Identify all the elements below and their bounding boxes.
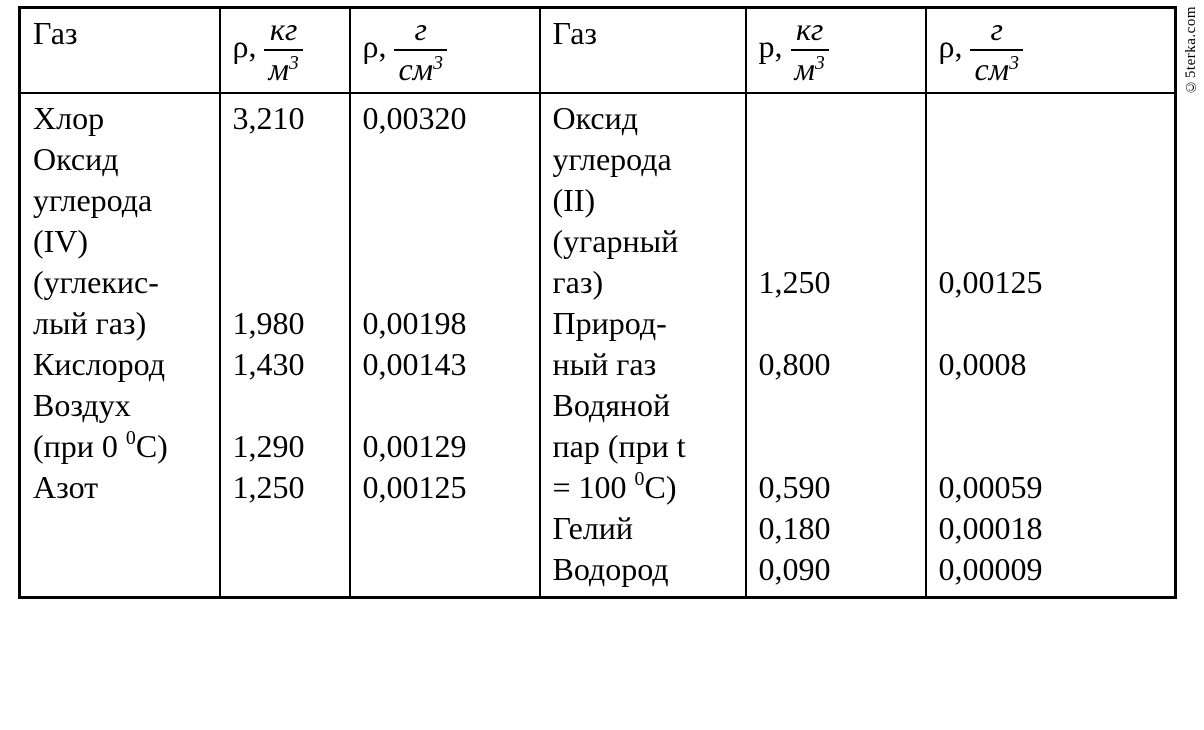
text-line: 0,090 xyxy=(759,549,917,590)
unit-fraction: г см3 xyxy=(970,13,1023,86)
text-line: 0,800 xyxy=(759,344,917,385)
text-line: Хлор xyxy=(33,98,211,139)
text-line: лый газ) xyxy=(33,303,211,344)
text-line xyxy=(363,385,531,426)
text-line xyxy=(363,221,531,262)
page: Газ ρ, кг м3 ρ, г xyxy=(0,0,1204,609)
watermark-credit: ©5terka.com xyxy=(1183,6,1200,95)
text-line: 0,00143 xyxy=(363,344,531,385)
text-line xyxy=(759,98,917,139)
text-line: газ) xyxy=(553,262,737,303)
text-line: 0,00018 xyxy=(939,508,1167,549)
unit-fraction: кг м3 xyxy=(791,13,829,86)
text-line: 3,210 xyxy=(233,98,341,139)
text-line: 0,180 xyxy=(759,508,917,549)
text-line xyxy=(939,139,1167,180)
text-line xyxy=(939,221,1167,262)
text-line: пар (при t xyxy=(553,426,737,467)
text-line: углерода xyxy=(553,139,737,180)
text-line: Оксид xyxy=(553,98,737,139)
header-gas-left: Газ xyxy=(20,8,220,94)
text-line xyxy=(233,139,341,180)
text-line: Природ- xyxy=(553,303,737,344)
table-body-row: ХлорОксидуглерода(IV)(углекис-лый газ)Ки… xyxy=(20,93,1176,597)
rho-symbol: ρ, xyxy=(363,28,387,64)
text-line: Водяной xyxy=(553,385,737,426)
header-rho-kg-m3-left: ρ, кг м3 xyxy=(220,8,350,94)
text-line xyxy=(939,426,1167,467)
text-line: углерода xyxy=(33,180,211,221)
text-line xyxy=(759,221,917,262)
unit-fraction: г см3 xyxy=(394,13,447,86)
text-line: (углекис- xyxy=(33,262,211,303)
rho-symbol: ρ, xyxy=(939,28,963,64)
text-line: (угарный xyxy=(553,221,737,262)
rho-symbol: ρ, xyxy=(233,28,257,64)
header-gas-right: Газ xyxy=(540,8,746,94)
cell-gas-right: Оксидуглерода(II)(угарныйгаз)Природ-ный … xyxy=(540,93,746,597)
cell-gcm3-right: 0,00125 0,0008 0,000590,000180,00009 xyxy=(926,93,1176,597)
text-line xyxy=(363,262,531,303)
text-line xyxy=(233,385,341,426)
text-line xyxy=(363,139,531,180)
text-line: ный газ xyxy=(553,344,737,385)
text-line: (IV) xyxy=(33,221,211,262)
cell-kgm3-left: 3,210 1,9801,430 1,2901,250 xyxy=(220,93,350,597)
text-line xyxy=(759,139,917,180)
text-line: = 100 0С) xyxy=(553,467,737,508)
table-header-row: Газ ρ, кг м3 ρ, г xyxy=(20,8,1176,94)
text-line xyxy=(759,180,917,221)
text-line xyxy=(939,180,1167,221)
text-line: 1,290 xyxy=(233,426,341,467)
text-line: Кислород xyxy=(33,344,211,385)
text-line xyxy=(233,180,341,221)
text-line: 0,00125 xyxy=(939,262,1167,303)
text-line xyxy=(939,98,1167,139)
text-line xyxy=(363,180,531,221)
text-line xyxy=(759,303,917,344)
header-rho-g-cm3-left: ρ, г см3 xyxy=(350,8,540,94)
text-line: 0,00059 xyxy=(939,467,1167,508)
text-line: Гелий xyxy=(553,508,737,549)
text-line: 1,980 xyxy=(233,303,341,344)
cell-kgm3-right: 1,250 0,800 0,5900,1800,090 xyxy=(746,93,926,597)
text-line: 1,250 xyxy=(233,467,341,508)
cell-gcm3-left: 0,00320 0,001980,00143 0,001290,00125 xyxy=(350,93,540,597)
text-line: Воздух xyxy=(33,385,211,426)
cell-gas-left: ХлорОксидуглерода(IV)(углекис-лый газ)Ки… xyxy=(20,93,220,597)
text-line: Оксид xyxy=(33,139,211,180)
p-symbol: р, xyxy=(759,28,783,64)
text-line xyxy=(233,221,341,262)
text-line xyxy=(939,385,1167,426)
text-line: (II) xyxy=(553,180,737,221)
text-line: 0,00198 xyxy=(363,303,531,344)
unit-fraction: кг м3 xyxy=(264,13,302,86)
text-line: 0,00125 xyxy=(363,467,531,508)
gas-density-table: Газ ρ, кг м3 ρ, г xyxy=(18,6,1177,599)
text-line: 0,00129 xyxy=(363,426,531,467)
text-line: 0,00320 xyxy=(363,98,531,139)
text-line: (при 0 0С) xyxy=(33,426,211,467)
header-rho-g-cm3-right: ρ, г см3 xyxy=(926,8,1176,94)
text-line: 0,0008 xyxy=(939,344,1167,385)
text-line: 0,00009 xyxy=(939,549,1167,590)
text-line: 0,590 xyxy=(759,467,917,508)
text-line xyxy=(759,426,917,467)
text-line: Азот xyxy=(33,467,211,508)
text-line: 1,250 xyxy=(759,262,917,303)
text-line xyxy=(939,303,1167,344)
text-line: Водород xyxy=(553,549,737,590)
header-p-kg-m3-right: р, кг м3 xyxy=(746,8,926,94)
text-line xyxy=(233,262,341,303)
text-line: 1,430 xyxy=(233,344,341,385)
text-line xyxy=(759,385,917,426)
